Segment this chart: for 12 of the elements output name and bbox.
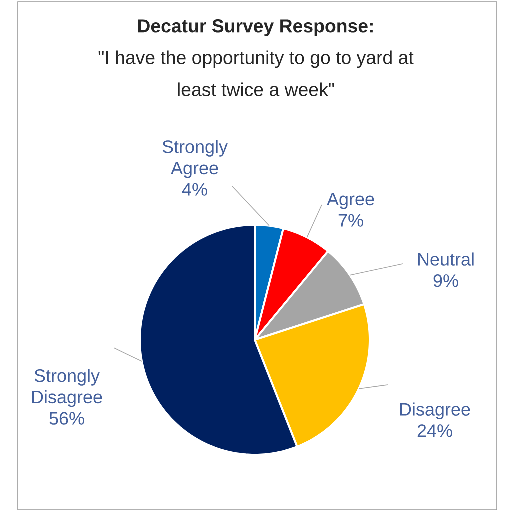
data-label: 7% <box>338 214 364 227</box>
chart-title: Decatur Survey Response: <box>138 20 373 36</box>
data-label: 56% <box>50 412 84 425</box>
data-label: 4% <box>182 183 208 196</box>
data-label: 9% <box>434 274 458 288</box>
chart-subtitle: "I have the opportunity to go to yard at least twice a week" <box>98 50 414 96</box>
slice-label: Agree <box>327 193 374 210</box>
slice-label: Neutral <box>418 252 474 266</box>
slice-label: Strongly Agree <box>162 140 228 178</box>
slice-label: Strongly Disagree <box>32 369 102 408</box>
data-label: 24% <box>418 424 452 438</box>
slice-label: Disagree <box>400 402 470 420</box>
